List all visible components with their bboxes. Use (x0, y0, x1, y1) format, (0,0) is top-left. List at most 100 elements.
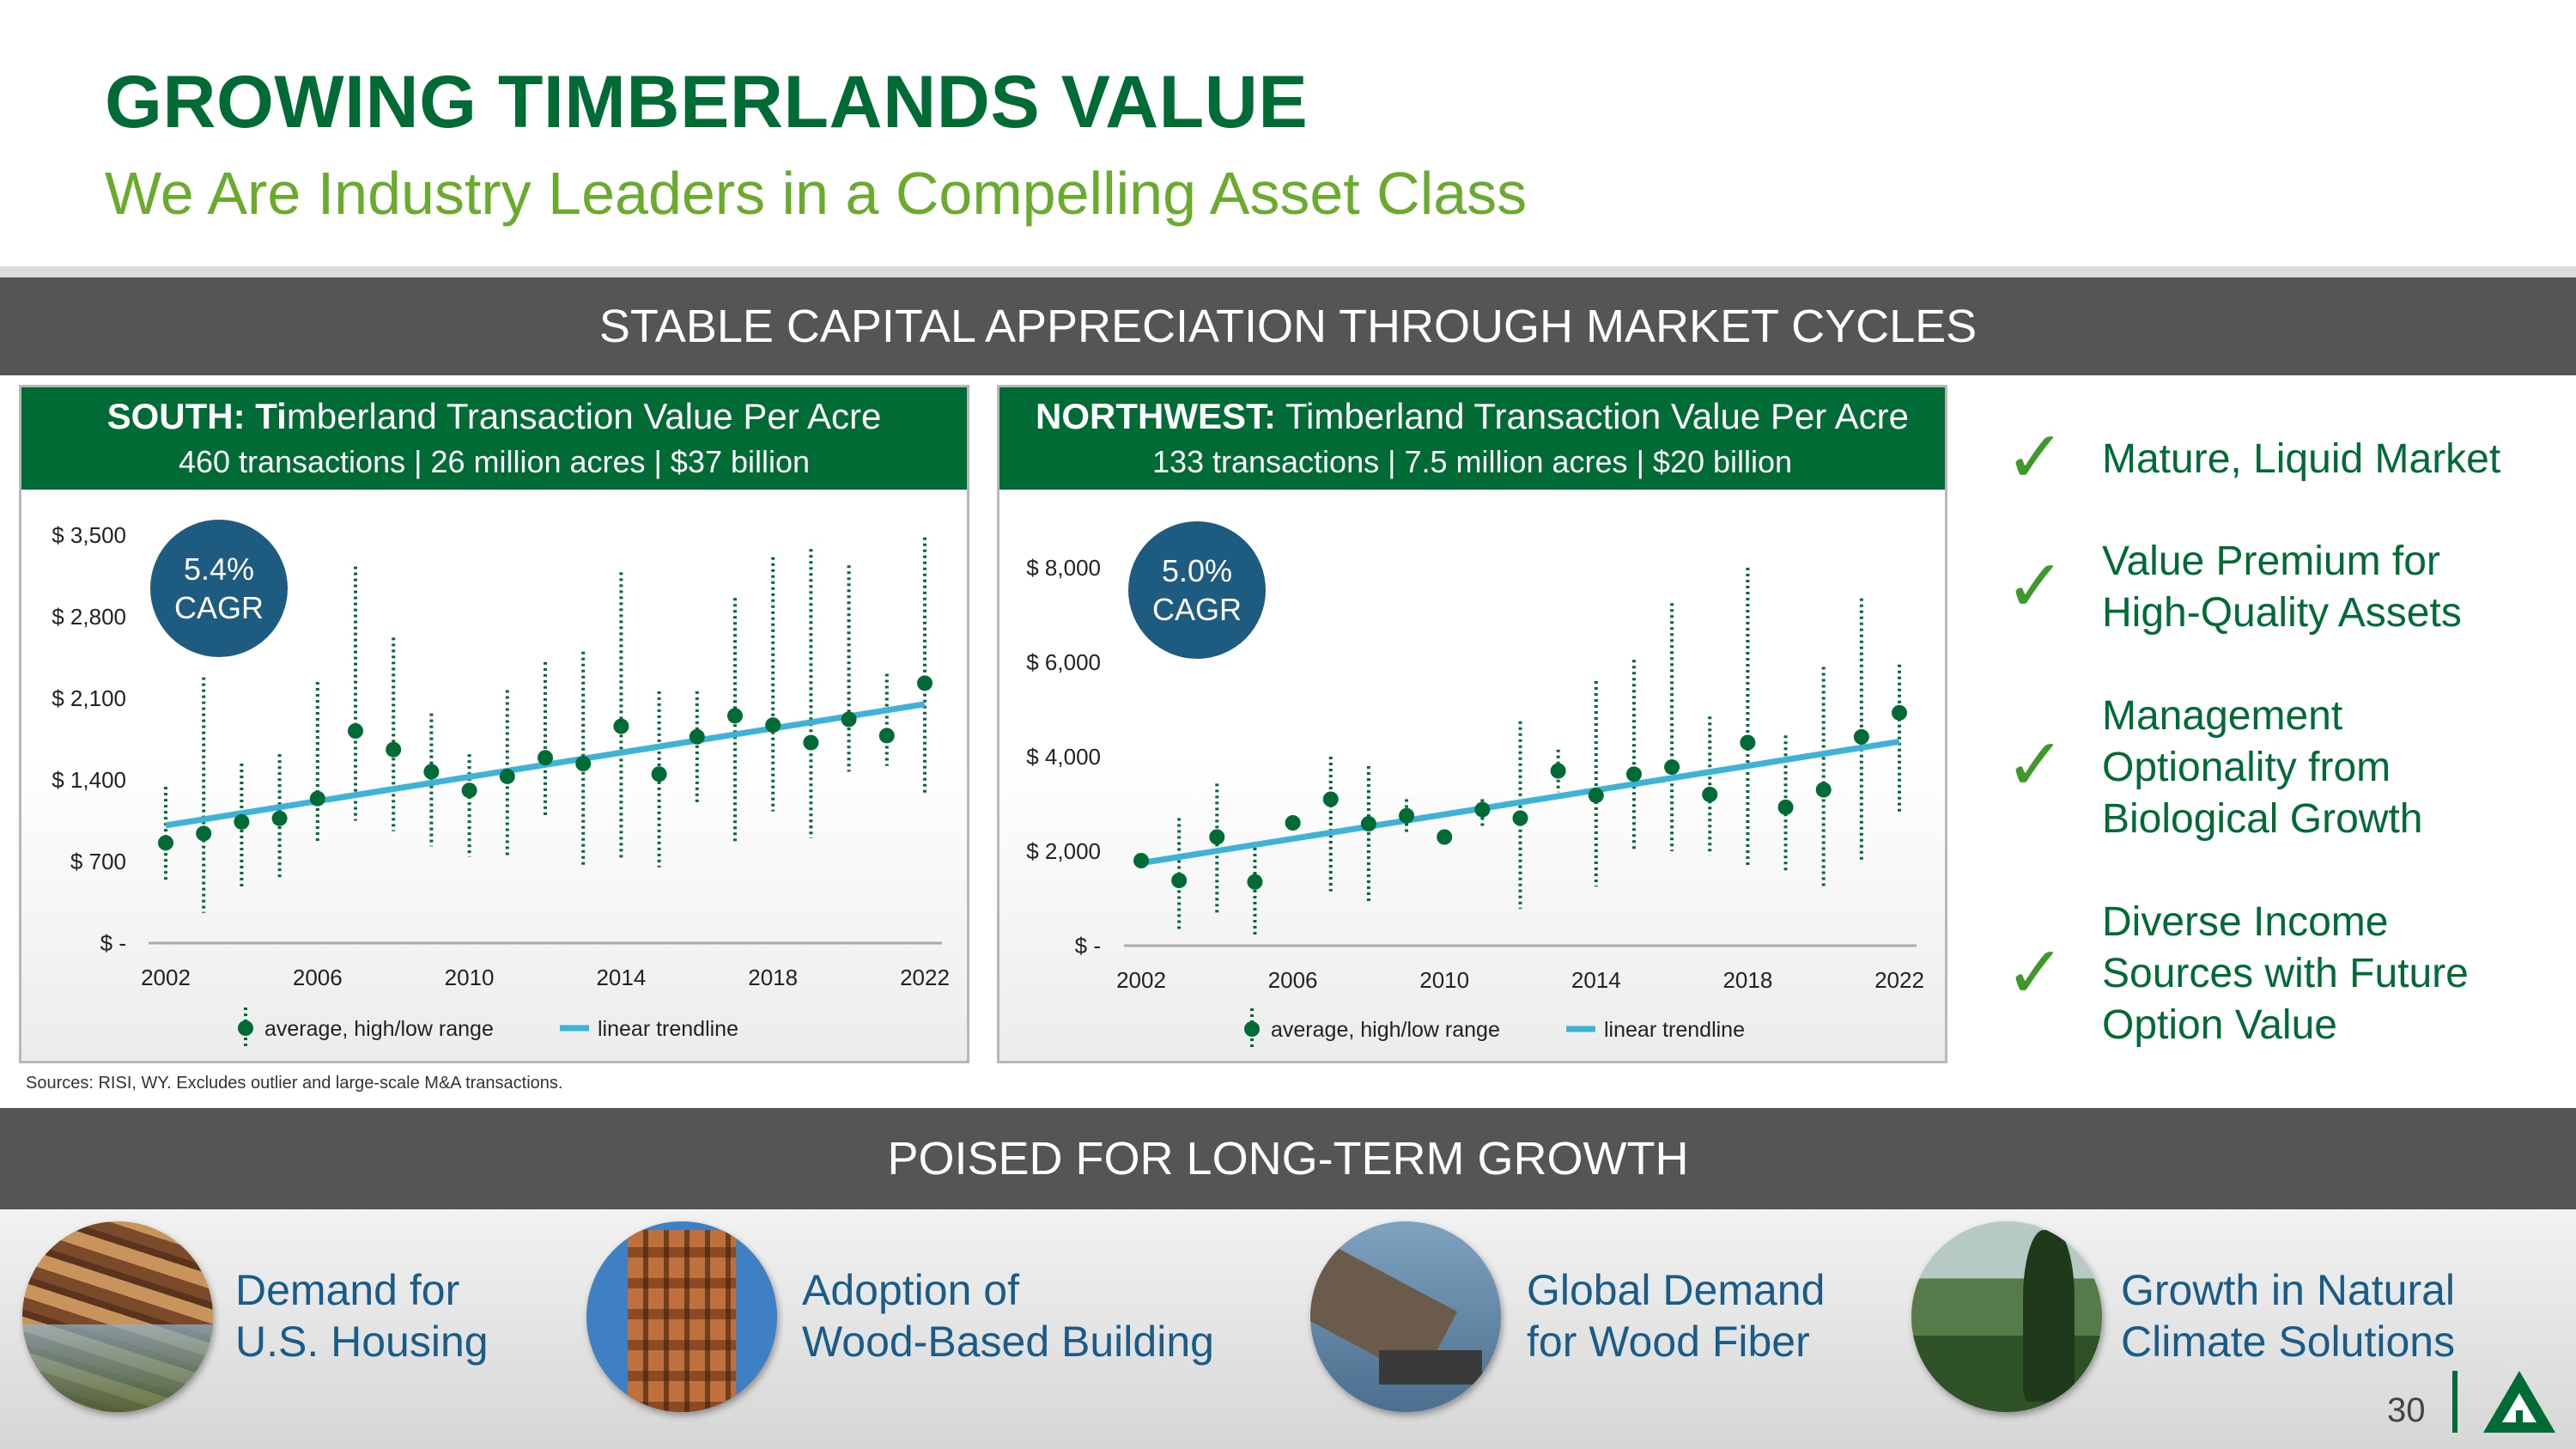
average-point (538, 750, 553, 766)
average-point (613, 718, 629, 734)
y-tick-label: $ 700 (70, 849, 126, 874)
northwest-chart-title: NORTHWEST: Timberland Transaction Value … (1036, 396, 1909, 436)
y-tick-label: $ 2,000 (1026, 838, 1101, 864)
average-point (878, 728, 895, 744)
y-tick-label: $ 6,000 (1026, 649, 1101, 675)
wood-building-photo (586, 1221, 777, 1412)
cagr-badge: 5.4%CAGR (150, 520, 288, 657)
cagr-label: CAGR (174, 590, 264, 625)
average-point (386, 741, 402, 758)
average-point (1209, 829, 1225, 845)
average-point (917, 675, 933, 691)
average-point (689, 728, 705, 745)
chart-legend: average, high/low range linear trendline (1244, 1008, 1745, 1050)
cagr-badge-circle (150, 520, 288, 657)
average-point (1247, 874, 1263, 890)
housing-photo (22, 1221, 213, 1412)
legend-label-average: average, high/low range (1271, 1018, 1500, 1042)
page-title: GROWING TIMBERLANDS VALUE (105, 61, 1309, 143)
average-point (461, 782, 477, 799)
growth-item-wood-fiber: Global Demand for Wood Fiber (1527, 1266, 1826, 1366)
growth-item-housing: Demand for U.S. Housing (235, 1266, 489, 1366)
average-point (727, 708, 743, 724)
bullet-management-optionality: Management Optionality from Biological Gro… (2102, 693, 2423, 842)
forest-photo (1911, 1221, 2102, 1412)
average-point (1512, 810, 1528, 826)
legend-label-trendline: linear trendline (1604, 1018, 1745, 1042)
south-chart-stats: 460 transactions | 26 million acres | $3… (178, 444, 811, 479)
y-tick-label: $ 1,400 (52, 767, 126, 793)
cagr-badge: 5.0% CAGR (1128, 521, 1266, 659)
source-note: Sources: RISI, WY. Excludes outlier and … (26, 1074, 563, 1093)
checkmark-icon: ✓ (2005, 722, 2066, 807)
y-tick-label: $ 8,000 (1026, 555, 1101, 581)
average-point (1285, 815, 1301, 831)
x-tick-label: 2022 (1874, 967, 1924, 993)
section-banner-capital: STABLE CAPITAL APPRECIATION THROUGH MARK… (0, 277, 2576, 375)
average-point (1360, 816, 1376, 832)
average-point (1892, 704, 1907, 721)
average-point (1133, 853, 1149, 868)
y-tick-label: $ 2,800 (52, 604, 126, 630)
y-tick-label: $ 4,000 (1026, 744, 1101, 770)
x-tick-label: 2002 (1116, 967, 1166, 993)
south-chart-panel: SOUTH: Timberland Transaction Value Per … (19, 385, 969, 1063)
average-point (348, 723, 363, 739)
legend-label-trendline: linear trendline (598, 1017, 738, 1041)
average-point (1550, 763, 1566, 779)
wood-fiber-photo (1310, 1221, 1501, 1412)
south-chart: $ - $ 700 $ 1,400 $ 2,100 $ 2,800 $ 3,500 2002… (52, 520, 950, 1049)
northwest-chart: $ - $ 2,000 $ 4,000 $ 6,000 $ 8,000 2002 2006 2… (1026, 521, 1924, 1050)
trendline (1140, 738, 1900, 867)
bullet-value-premium: Value Premium for High-Quality Assets (2102, 539, 2462, 636)
y-tick-label: $ 2,100 (52, 685, 126, 711)
x-tick-label: 2018 (1722, 967, 1772, 993)
x-tick-label: 2006 (1268, 967, 1318, 993)
x-tick-label: 2010 (445, 965, 495, 990)
divider (0, 266, 2576, 278)
y-tick-label: $ - (100, 930, 126, 956)
average-point (1815, 782, 1832, 798)
checkmark-icon: ✓ (2005, 544, 2066, 628)
average-point (158, 835, 173, 851)
legend-average-point (238, 1020, 253, 1036)
average-point (196, 825, 212, 842)
average-point (1625, 766, 1642, 782)
footer-divider (2452, 1371, 2458, 1433)
average-point (765, 717, 781, 734)
average-point (1474, 801, 1491, 818)
section-banner-growth: POISED FOR LONG-TERM GROWTH (0, 1108, 2576, 1209)
x-tick-label: 2006 (293, 965, 343, 990)
cagr-badge-circle (1128, 521, 1266, 659)
page-subtitle: We Are Industry Leaders in a Compelling … (105, 160, 1528, 227)
northwest-chart-panel: NORTHWEST: Timberland Transaction Value … (997, 385, 1947, 1063)
average-point (1171, 873, 1188, 889)
average-point (1399, 807, 1415, 824)
average-point (1322, 791, 1339, 807)
northwest-chart-header: NORTHWEST: Timberland Transaction Value … (999, 387, 1945, 490)
cagr-value: 5.4% (184, 551, 254, 587)
x-tick-label: 2022 (900, 965, 950, 990)
checkmark-icon: ✓ (2005, 415, 2066, 499)
average-point (1853, 728, 1869, 745)
average-point (1702, 787, 1718, 802)
average-point (575, 756, 592, 771)
cagr-value: 5.0% (1162, 553, 1232, 588)
bullet-mature-market: Mature, Liquid Market (2102, 436, 2501, 482)
checkmark-icon: ✓ (2005, 930, 2066, 1014)
company-logo-icon (2483, 1371, 2555, 1433)
y-tick-label: $ - (1075, 933, 1101, 959)
average-point (271, 810, 288, 826)
south-chart-header: SOUTH: Timberland Transaction Value Per … (21, 387, 967, 490)
south-chart-title: SOUTH: Timberland Transaction Value Per … (106, 396, 882, 436)
growth-item-wood-building: Adoption of Wood-Based Building (802, 1266, 1214, 1366)
chart-legend: average, high/low range linear trendline (238, 1008, 738, 1049)
average-point (1588, 788, 1604, 804)
growth-item-climate: Growth in Natural Climate Solutions (2121, 1266, 2456, 1366)
average-point (841, 711, 857, 728)
average-point (423, 764, 440, 780)
average-point (1664, 759, 1680, 776)
average-point (1740, 734, 1756, 751)
cagr-label: CAGR (1152, 592, 1242, 627)
average-point (1777, 799, 1794, 815)
